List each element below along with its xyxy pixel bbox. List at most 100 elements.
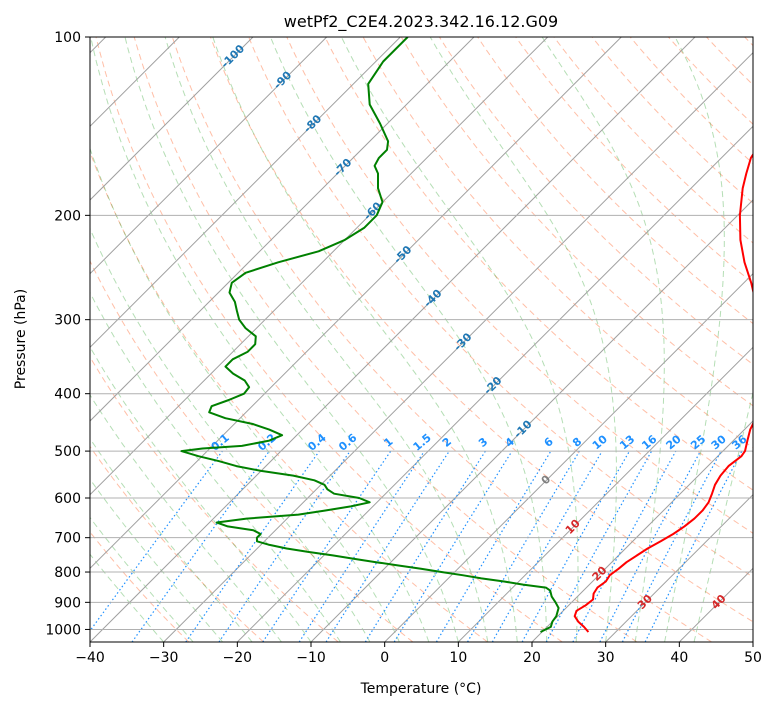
mixing-ratio-line: [521, 450, 631, 642]
moist-adiabat: [90, 37, 430, 642]
dry-adiabat: [515, 37, 753, 284]
isotherm: [163, 51, 753, 642]
dry-adiabat: [95, 37, 563, 642]
mixing-ratio-line: [131, 450, 270, 642]
x-tick-label: −10: [296, 650, 326, 666]
mixing-ratio-label: 30: [709, 432, 729, 452]
x-tick-label: −20: [223, 650, 253, 666]
isotherm: [605, 493, 753, 642]
dewpoint-profile: [180, 37, 560, 633]
plot-frame: [89, 36, 754, 643]
moist-adiabat: [124, 37, 459, 642]
moist-adiabat: [212, 37, 518, 642]
mixing-ratio-label: 20: [664, 432, 684, 452]
moist-adiabat: [90, 394, 282, 642]
x-tick-label: 20: [523, 650, 541, 666]
mixing-ratio-line: [466, 450, 580, 642]
temperature-profile: [573, 152, 753, 633]
isotherm-label: 30: [635, 592, 655, 612]
isotherm: [90, 37, 254, 201]
mixing-ratio-line: [364, 450, 486, 642]
dry-adiabat: [324, 37, 753, 491]
mixing-ratio-label: 10: [590, 432, 610, 452]
moist-adiabat: [90, 516, 194, 642]
background-lines: [90, 37, 753, 642]
y-tick-label: 200: [54, 208, 81, 224]
mixing-ratio-label: 25: [688, 433, 708, 453]
isotherm: [90, 37, 696, 642]
x-axis: −40 −30 −20 −10 0 10 20 30 40 50: [75, 642, 762, 666]
dry-adiabat: [90, 259, 414, 642]
dry-adiabat: [744, 37, 753, 47]
mixing-ratio-line: [185, 450, 320, 642]
mixing-ratio-label: 1.5: [411, 431, 434, 453]
y-tick-label: 100: [54, 30, 81, 46]
x-axis-label: Temperature (°C): [360, 681, 482, 697]
mixing-ratio-label: 8: [570, 435, 584, 450]
mixing-ratio-label: 0.4: [305, 431, 329, 454]
moist-adiabat: [664, 37, 725, 642]
mixing-ratio-line: [298, 450, 425, 642]
y-tick-label: 400: [54, 387, 81, 403]
moist-adiabat: [429, 37, 617, 642]
moist-adiabat: [693, 390, 753, 642]
mixing-ratio-line: [545, 450, 653, 642]
y-tick-label: 900: [54, 595, 81, 611]
mixing-ratio-line: [572, 450, 677, 642]
dry-adiabat: [591, 37, 753, 204]
mixing-ratio-label: 0.1: [209, 431, 232, 453]
x-tick-label: 10: [449, 650, 467, 666]
mixing-ratio-label: 16: [639, 432, 659, 452]
y-tick-label: 800: [54, 565, 81, 581]
moist-adiabat: [90, 147, 400, 642]
dry-adiabat: [90, 150, 488, 642]
dry-adiabat: [668, 37, 753, 125]
y-tick-label: 1000: [45, 622, 81, 638]
mixing-ratio-line: [262, 450, 392, 642]
dry-adiabat: [706, 37, 753, 86]
isotherm-label: -30: [451, 330, 474, 353]
moist-adiabat: [270, 37, 548, 642]
mixing-ratio-line: [435, 450, 552, 642]
mixing-ratio-label: 6: [542, 435, 556, 450]
moist-adiabat: [90, 346, 312, 642]
mixing-ratio-label: 0.6: [336, 431, 360, 454]
dry-adiabat: [553, 37, 753, 244]
mixing-ratio-label: 1: [381, 435, 395, 450]
mixing-ratio-label: 13: [617, 433, 637, 453]
sounding-profiles: [180, 37, 753, 633]
y-tick-label: 600: [54, 491, 81, 507]
y-axis-label: Pressure (hPa): [13, 289, 29, 389]
dry-adiabat: [210, 37, 753, 623]
isotherm: [310, 199, 753, 642]
isotherm: [531, 420, 753, 642]
mixing-ratio-line: [90, 450, 223, 632]
x-tick-label: 30: [597, 650, 615, 666]
mixing-ratio-line: [218, 450, 351, 642]
y-tick-label: 700: [54, 531, 81, 547]
chart-title: wetPf2_C2E4.2023.342.16.12.G09: [284, 12, 558, 32]
x-tick-label: 40: [670, 650, 688, 666]
mixing-ratio-line: [393, 450, 513, 642]
isotherm: [384, 272, 753, 642]
isotherm: [236, 125, 753, 642]
dry-adiabat: [477, 37, 753, 325]
dry-adiabat: [133, 37, 638, 642]
dry-adiabat: [90, 356, 339, 642]
isotherm: [90, 37, 549, 496]
x-tick-label: −30: [149, 650, 179, 666]
moist-adiabat: [90, 553, 165, 642]
mixing-ratio-line: [325, 450, 450, 642]
dry-adiabat: [171, 37, 712, 642]
dry-adiabat: [90, 445, 264, 642]
isotherm: [90, 37, 401, 349]
pressure-gridlines: [90, 37, 753, 630]
moist-adiabat: [340, 37, 579, 642]
mixing-ratio-line: [644, 450, 743, 642]
isotherm: [752, 641, 753, 642]
dry-adiabat: [286, 37, 753, 534]
moist-adiabat: [164, 37, 489, 642]
isotherm: [90, 37, 475, 422]
mixing-ratio-label: 3: [476, 435, 490, 450]
